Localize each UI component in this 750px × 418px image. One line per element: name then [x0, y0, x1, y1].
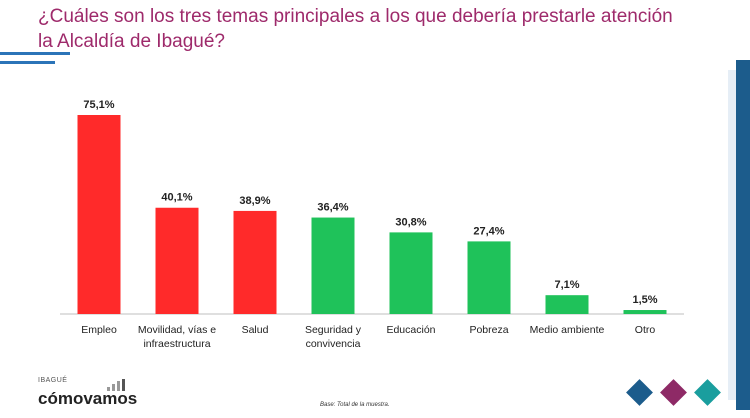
category-label-6: Medio ambiente — [530, 324, 605, 336]
logo-bars-icon — [107, 379, 125, 391]
bar-4 — [389, 232, 433, 314]
bar-6 — [545, 295, 589, 314]
chart-title: ¿Cuáles son los tres temas principales a… — [38, 4, 718, 54]
value-label-7: 1,5% — [632, 294, 657, 306]
side-decoration-light — [728, 70, 736, 400]
value-label-5: 27,4% — [473, 225, 504, 237]
value-label-6: 7,1% — [554, 279, 579, 291]
bar-0 — [77, 115, 121, 314]
logo-text: cómovamos — [38, 389, 138, 408]
bar-1 — [155, 207, 199, 314]
bar-3 — [311, 217, 355, 314]
category-label-3-line-1: convivencia — [306, 338, 361, 350]
value-label-1: 40,1% — [161, 192, 192, 204]
category-label-1-line-0: Movilidad, vías e — [138, 324, 216, 336]
logo-city: IBAGUÉ — [38, 377, 68, 384]
value-label-2: 38,9% — [239, 195, 270, 207]
title-line-1: ¿Cuáles son los tres temas principales a… — [38, 6, 673, 27]
title-line-2: la Alcaldía de Ibagué? — [38, 31, 225, 52]
bar-5 — [467, 241, 511, 314]
bar-7 — [623, 310, 667, 314]
title-accent-line-2 — [0, 61, 55, 64]
category-label-5: Pobreza — [469, 324, 508, 336]
category-label-4: Educación — [386, 324, 435, 336]
title-accent-line — [0, 52, 70, 55]
category-label-2: Salud — [242, 324, 269, 336]
category-label-1-line-1: infraestructura — [143, 338, 210, 350]
value-label-4: 30,8% — [395, 216, 426, 228]
base-note: Base: Total de la muestra. — [320, 402, 390, 408]
category-label-3-line-0: Seguridad y — [305, 324, 362, 336]
category-label-0: Empleo — [81, 324, 117, 336]
value-label-3: 36,4% — [317, 202, 348, 214]
category-label-7: Otro — [635, 324, 656, 336]
value-label-0: 75,1% — [83, 99, 114, 111]
bar-2 — [233, 210, 277, 314]
side-decoration-strip — [736, 60, 750, 410]
